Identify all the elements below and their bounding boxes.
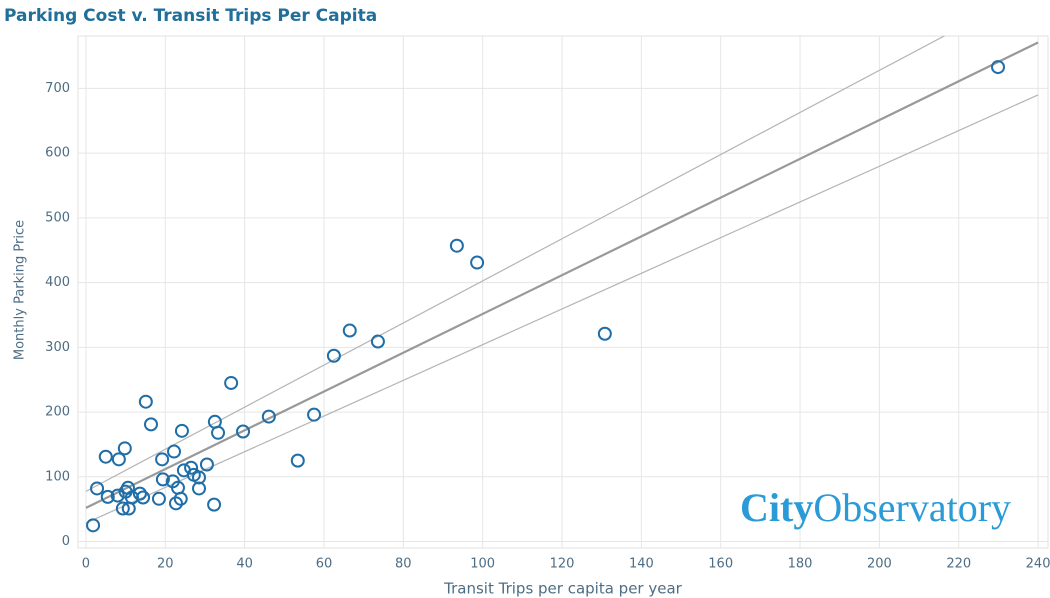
point (173, 491, 188, 506)
x-tick-label: 220 (946, 557, 971, 572)
chart-title: Parking Cost v. Transit Trips Per Capita (4, 6, 377, 26)
point (991, 60, 1006, 75)
point (155, 452, 170, 467)
point (138, 394, 153, 409)
x-tick-label: 20 (157, 557, 174, 572)
point (117, 441, 132, 456)
x-tick-label: 0 (82, 557, 90, 572)
x-tick-label: 60 (316, 557, 333, 572)
point (111, 452, 126, 467)
logo-bold: City (740, 485, 813, 530)
x-tick-label: 140 (629, 557, 654, 572)
point (207, 497, 222, 512)
x-tick-label: 200 (867, 557, 892, 572)
point (370, 334, 385, 349)
plot-layer (85, 36, 1039, 533)
point (199, 457, 214, 472)
y-tick-label: 200 (45, 405, 70, 420)
point (290, 453, 305, 468)
point (224, 375, 239, 390)
point (136, 490, 151, 505)
x-tick-label: 80 (395, 557, 412, 572)
point (100, 489, 115, 504)
point (192, 481, 207, 496)
point (261, 409, 276, 424)
x-tick-label: 120 (550, 557, 575, 572)
point (115, 501, 130, 516)
point (211, 425, 226, 440)
trend-line (85, 94, 1039, 524)
y-tick-label: 500 (45, 210, 70, 225)
point (132, 486, 147, 501)
point (184, 460, 199, 475)
point (597, 326, 612, 341)
point (307, 407, 322, 422)
y-axis-label: Monthly Parking Price (13, 220, 28, 360)
x-tick-label: 240 (1026, 557, 1050, 572)
y-tick-label: 700 (45, 81, 70, 96)
y-tick-label: 300 (45, 340, 70, 355)
y-tick-label: 100 (45, 469, 70, 484)
x-tick-label: 160 (708, 557, 733, 572)
y-tick-label: 0 (62, 534, 70, 549)
plot-area (77, 35, 1049, 549)
point (342, 323, 357, 338)
point (236, 424, 251, 439)
x-tick-label: 40 (236, 557, 253, 572)
point (326, 348, 341, 363)
point (90, 481, 105, 496)
point (174, 423, 189, 438)
trend-line (85, 41, 1039, 509)
point (449, 238, 464, 253)
point (151, 491, 166, 506)
logo: CityObservatory (740, 485, 1011, 530)
y-tick-label: 400 (45, 275, 70, 290)
point (155, 472, 170, 487)
point (168, 496, 183, 511)
x-axis-label: Transit Trips per capita per year (443, 580, 682, 598)
point (110, 488, 125, 503)
point (143, 417, 158, 432)
y-tick-label: 600 (45, 146, 70, 161)
point (167, 444, 182, 459)
point (86, 518, 101, 533)
logo-light: Observatory (813, 485, 1011, 530)
x-tick-label: 100 (470, 557, 495, 572)
x-tick-label: 180 (788, 557, 813, 572)
point (470, 255, 485, 270)
point (98, 449, 113, 464)
trend-line (85, 36, 946, 492)
